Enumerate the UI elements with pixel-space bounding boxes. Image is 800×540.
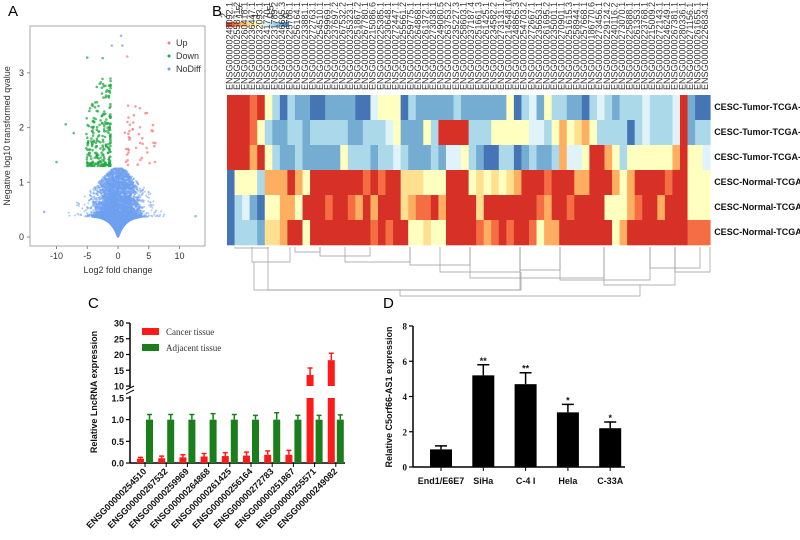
nodiff-point <box>86 206 89 209</box>
nodiff-point <box>150 209 153 212</box>
nodiff-point <box>92 209 95 212</box>
nodiff-point <box>117 179 120 182</box>
nodiff-point <box>89 206 92 209</box>
nodiff-point <box>101 204 104 207</box>
nodiff-point <box>81 207 84 210</box>
nodiff-point <box>76 212 79 215</box>
nodiff-point <box>145 194 148 197</box>
nodiff-point <box>90 211 93 214</box>
nodiff-point <box>146 195 149 198</box>
nodiff-point <box>149 192 152 195</box>
nodiff-point <box>160 210 163 213</box>
nodiff-point <box>151 215 154 218</box>
nodiff-point <box>100 178 103 181</box>
nodiff-point <box>96 198 98 201</box>
nodiff-point <box>143 190 146 193</box>
nodiff-point <box>142 186 145 189</box>
nodiff-point <box>145 215 148 218</box>
nodiff-point <box>139 196 142 199</box>
nodiff-point <box>83 210 86 213</box>
nodiff-point <box>96 187 99 190</box>
nodiff-point <box>98 180 101 183</box>
nodiff-point <box>140 200 143 203</box>
panel-label-a: A <box>8 3 18 20</box>
nodiff-points <box>67 167 166 238</box>
nodiff-point <box>85 212 88 215</box>
nodiff-point <box>142 210 145 213</box>
nodiff-point <box>135 196 138 199</box>
nodiff-point <box>105 175 108 178</box>
nodiff-point <box>83 203 86 206</box>
nodiff-point <box>141 188 144 191</box>
nodiff-point <box>117 202 120 205</box>
nodiff-point <box>151 206 154 209</box>
nodiff-point <box>131 175 133 178</box>
nodiff-point <box>149 203 152 206</box>
panel-label-b: B <box>212 3 222 20</box>
nodiff-point <box>159 213 162 216</box>
nodiff-point <box>123 181 126 184</box>
nodiff-point <box>95 200 97 203</box>
nodiff-point <box>139 187 142 190</box>
nodiff-point <box>143 205 146 208</box>
nodiff-point <box>100 202 103 205</box>
nodiff-point <box>93 202 96 205</box>
nodiff-point <box>149 201 152 204</box>
nodiff-point <box>103 193 106 196</box>
nodiff-point <box>157 215 160 218</box>
nodiff-point <box>100 179 103 182</box>
panel-label-d: D <box>383 295 394 312</box>
nodiff-point <box>126 192 129 195</box>
nodiff-point <box>136 180 138 183</box>
nodiff-point <box>89 191 92 194</box>
nodiff-point <box>93 192 95 195</box>
nodiff-point <box>162 215 165 218</box>
nodiff-point <box>131 204 134 207</box>
nodiff-point <box>137 190 140 193</box>
nodiff-point <box>67 211 70 214</box>
nodiff-point <box>143 213 146 216</box>
nodiff-point <box>107 176 110 179</box>
nodiff-point <box>141 192 144 195</box>
nodiff-point <box>92 188 95 191</box>
nodiff-point <box>92 198 95 201</box>
nodiff-point <box>95 197 98 199</box>
nodiff-point <box>100 185 103 188</box>
nodiff-point <box>145 212 148 215</box>
nodiff-point <box>84 209 87 212</box>
nodiff-point <box>138 188 141 191</box>
nodiff-point <box>147 200 150 203</box>
nodiff-point <box>137 196 140 199</box>
nodiff-point <box>141 206 144 209</box>
nodiff-point <box>96 192 99 195</box>
nodiff-point <box>147 193 150 196</box>
nodiff-point <box>68 214 71 217</box>
nodiff-point <box>106 194 109 197</box>
nodiff-point <box>147 212 150 215</box>
panel-label-c: C <box>88 295 99 312</box>
nodiff-point <box>96 190 99 193</box>
nodiff-point <box>103 174 106 177</box>
nodiff-point <box>98 197 101 200</box>
nodiff-point <box>153 211 156 214</box>
nodiff-point <box>134 193 137 196</box>
nodiff-point <box>147 196 150 199</box>
nodiff-point <box>87 202 90 205</box>
nodiff-point <box>105 183 108 186</box>
nodiff-point <box>142 199 145 202</box>
nodiff-point <box>89 189 92 192</box>
nodiff-point <box>113 171 116 174</box>
nodiff-point <box>94 192 97 195</box>
nodiff-point <box>80 213 82 216</box>
nodiff-point <box>73 214 76 217</box>
